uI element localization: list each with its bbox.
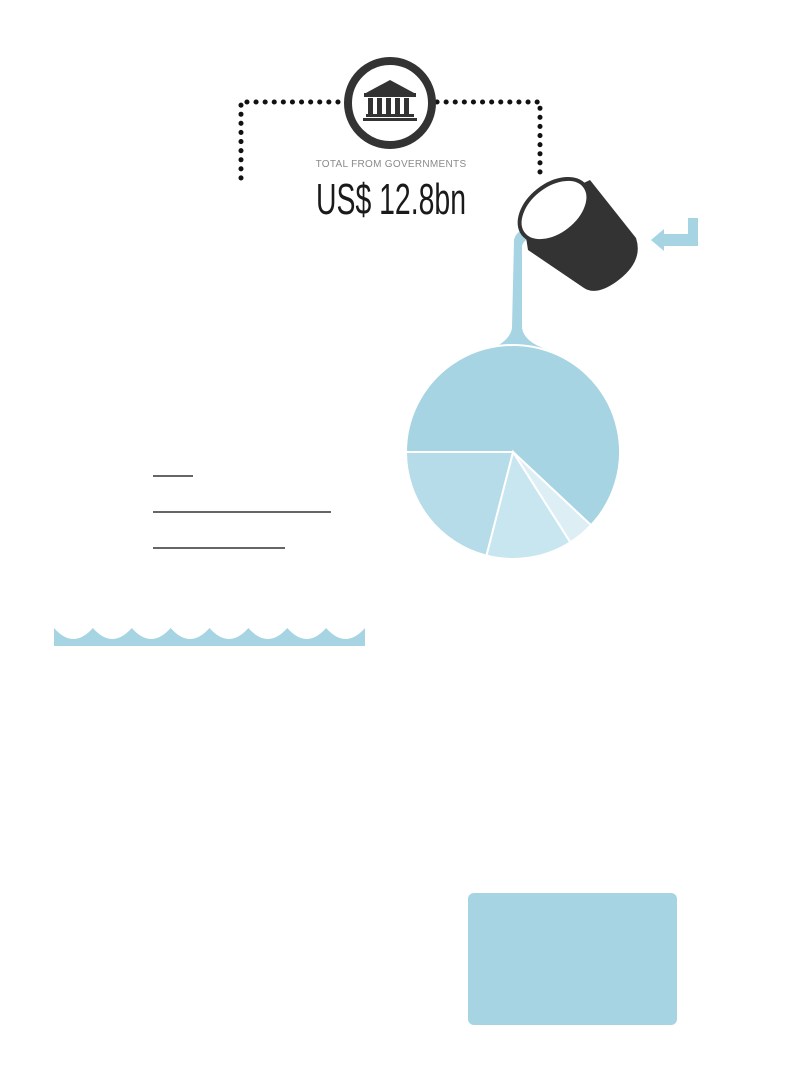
legend-lines	[153, 475, 331, 549]
info-box	[468, 893, 677, 1025]
pie-chart	[404, 343, 621, 560]
dotted-bracket-right	[434, 99, 543, 183]
pie-slice-4	[404, 451, 515, 557]
pie-slice-3	[485, 449, 572, 560]
dotted-bracket	[238, 99, 543, 183]
wave-divider	[54, 628, 365, 646]
dotted-bracket-left	[238, 99, 346, 181]
return-arrow-icon	[651, 218, 698, 251]
bank-building-icon	[344, 57, 436, 149]
total-amount: US$ 12.8bn	[316, 175, 466, 224]
pour-stream	[485, 224, 550, 352]
pie-slice-1	[404, 343, 621, 527]
bucket-icon	[517, 176, 638, 291]
total-caption: TOTAL FROM GOVERNMENTS	[316, 159, 467, 170]
